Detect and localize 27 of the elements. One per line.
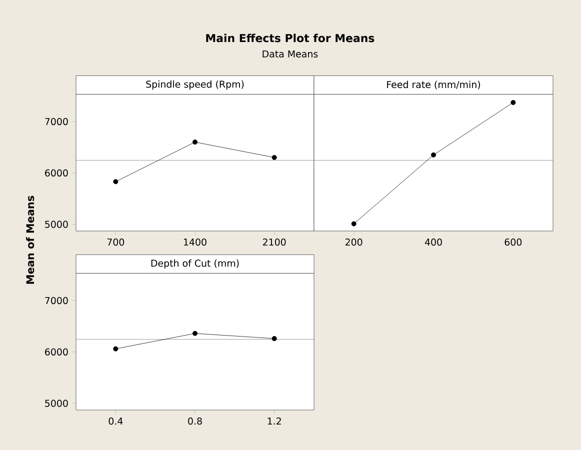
y-tick-label: 5000	[45, 220, 68, 228]
x-tick-label: 1.2	[268, 418, 281, 425]
text: Main Effects Plot for Means	[206, 34, 374, 42]
y-tick-label: 6000	[45, 169, 68, 177]
x-tick-label: 400	[424, 238, 442, 246]
point	[113, 346, 118, 352]
point	[192, 330, 198, 336]
x-tick-label: 2100	[262, 238, 286, 246]
point	[272, 336, 277, 342]
point	[113, 179, 118, 184]
x-tick-label: 200	[345, 238, 362, 246]
x-tick-label: 1400	[184, 238, 206, 246]
y-tick-label: 7000	[45, 296, 68, 304]
y-tick-label: 6000	[45, 348, 68, 356]
chart-title: Depth of Cut (mm)	[151, 259, 239, 269]
point	[272, 155, 277, 160]
x-tick-label: 700	[107, 238, 124, 246]
x-tick-label: 600	[504, 238, 522, 246]
x-tick-label: 0.4	[108, 418, 123, 425]
y-tick-label: 7000	[45, 118, 68, 126]
y-tick-label: 5000	[45, 400, 68, 407]
chart-title: Spindle speed (Rpm)	[146, 80, 244, 90]
x-tick-label: 0.8	[188, 418, 202, 425]
y-axis-title: Mean of Means	[26, 196, 34, 284]
point	[192, 140, 198, 145]
chart-title: Feed rate (mm/min)	[387, 80, 480, 90]
text: Data Means	[262, 50, 318, 58]
